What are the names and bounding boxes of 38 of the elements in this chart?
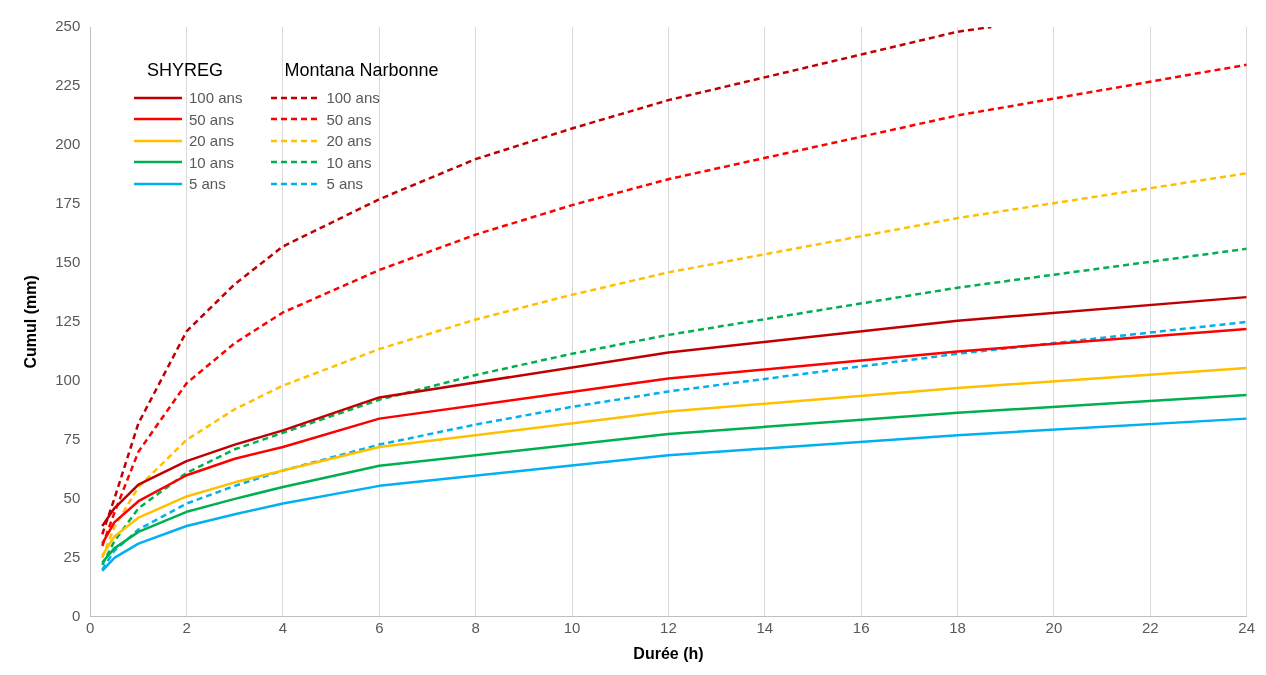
legend-label: 50 ans <box>189 110 235 128</box>
y-tick-label: 50 <box>63 488 81 506</box>
y-tick-label: 125 <box>55 312 81 330</box>
annotation: Montana Narbonne <box>283 60 439 81</box>
x-tick-label: 18 <box>949 618 966 636</box>
x-axis-title: Durée (h) <box>633 644 704 662</box>
y-tick-label: 25 <box>63 547 81 565</box>
x-tick-label: 20 <box>1045 618 1063 636</box>
y-tick-label: 75 <box>63 430 81 447</box>
legend-label: 5 ans <box>326 175 364 193</box>
legend-label: 100 ans <box>326 89 380 107</box>
x-tick-label: 12 <box>660 618 677 636</box>
legend-label: 10 ans <box>326 153 372 171</box>
y-tick-label: 250 <box>55 17 81 35</box>
legend-label: 5 ans <box>189 175 226 193</box>
legend-label: 50 ans <box>326 110 372 128</box>
y-tick-label: 175 <box>55 194 81 212</box>
annotation: SHYREG <box>146 60 225 81</box>
legend-label: 20 ans <box>189 132 235 150</box>
legend-label: 20 ans <box>326 132 372 150</box>
x-tick-label: 10 <box>563 618 581 636</box>
y-tick-label: 100 <box>55 371 81 389</box>
x-tick-label: 0 <box>86 618 95 636</box>
legend-label: 100 ans <box>189 89 243 107</box>
x-tick-label: 8 <box>471 618 480 636</box>
x-tick-label: 2 <box>182 618 191 636</box>
legend-label: 10 ans <box>189 153 235 171</box>
x-tick-label: 22 <box>1141 618 1159 636</box>
x-tick-label: 14 <box>756 618 774 636</box>
x-tick-label: 6 <box>375 618 384 636</box>
y-tick-label: 200 <box>55 135 81 153</box>
y-tick-label: 225 <box>55 76 81 94</box>
x-tick-label: 24 <box>1238 618 1255 636</box>
y-tick-label: 0 <box>71 606 81 624</box>
y-tick-label: 150 <box>55 253 81 271</box>
y-axis-title: Cumul (mm) <box>22 275 40 369</box>
x-tick-label: 4 <box>278 618 288 636</box>
x-tick-label: 16 <box>852 618 870 636</box>
